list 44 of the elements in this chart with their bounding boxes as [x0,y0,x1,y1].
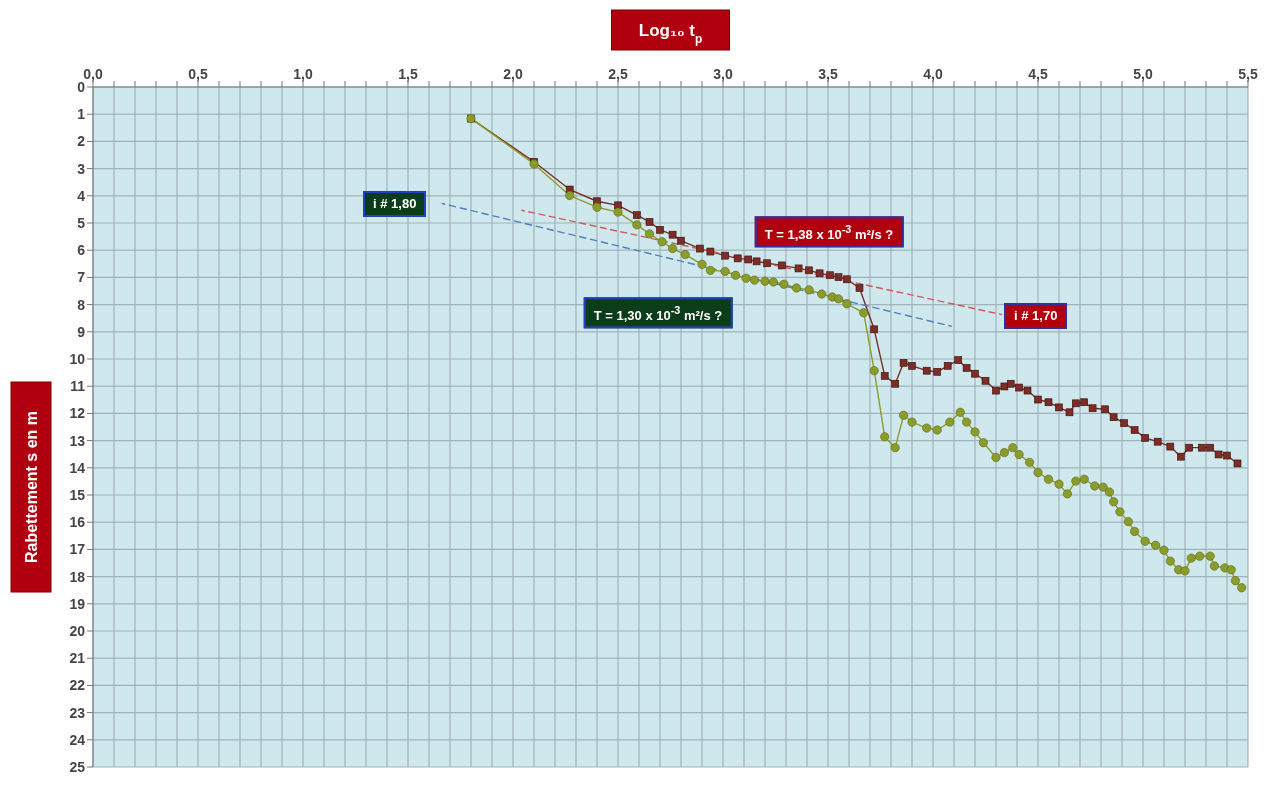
x-tick-label: 2,0 [503,66,523,82]
x-tick-label: 4,5 [1028,66,1048,82]
y-tick-label: 24 [69,731,86,748]
x-tick-label: 1,0 [293,66,313,82]
y-tick-label: 1 [77,106,86,123]
x-tick-label: 2,5 [608,66,628,82]
y-tick-label: 3 [77,160,86,177]
y-tick-label: 2 [77,133,86,150]
y-tick-label: 4 [77,187,86,204]
y-tick-label: 18 [69,568,86,585]
y-tick-label: 0 [77,78,86,95]
y-tick-label: 20 [69,622,86,639]
y-tick-label: 13 [69,432,86,449]
y-tick-label: 23 [69,704,86,721]
y-tick-label: 15 [69,486,86,503]
y-tick-label: 14 [69,459,86,476]
annotation: i # 1,70 [1004,303,1068,329]
y-tick-label: 5 [77,214,86,231]
y-tick-label: 25 [69,758,86,775]
annotation: i # 1,80 [363,191,427,217]
x-tick-label: 0,0 [83,66,103,82]
annotation: T = 1,30 x 10$^{-3}$ m²/s ? [583,297,733,329]
x-tick-label: 3,0 [713,66,733,82]
x-tick-label: 3,5 [818,66,838,82]
y-tick-label: 11 [70,378,86,395]
y-tick-label: 16 [69,514,86,531]
y-tick-label: 8 [77,296,86,313]
y-tick-label: 17 [69,541,86,558]
y-tick-label: 22 [69,677,86,694]
y-tick-label: 9 [77,323,86,340]
x-tick-label: 0,5 [188,66,208,82]
y-tick-label: 21 [69,650,86,667]
x-tick-label: 5,5 [1238,66,1258,82]
y-tick-label: 10 [69,350,86,367]
y-tick-label: 12 [69,405,86,422]
y-tick-label: 19 [69,595,86,612]
y-tick-label: 7 [77,269,86,286]
y-tick-label: 6 [77,242,86,259]
annotation: T = 1,38 x 10$^{-3}$ m²/s ? [754,216,904,248]
x-axis-title: Log₁₀ t$_{p}$ [638,21,703,46]
x-tick-label: 4,0 [923,66,943,82]
x-tick-label: 1,5 [398,66,418,82]
x-tick-label: 5,0 [1133,66,1153,82]
y-axis-title: Rabettement s en m [23,410,40,564]
